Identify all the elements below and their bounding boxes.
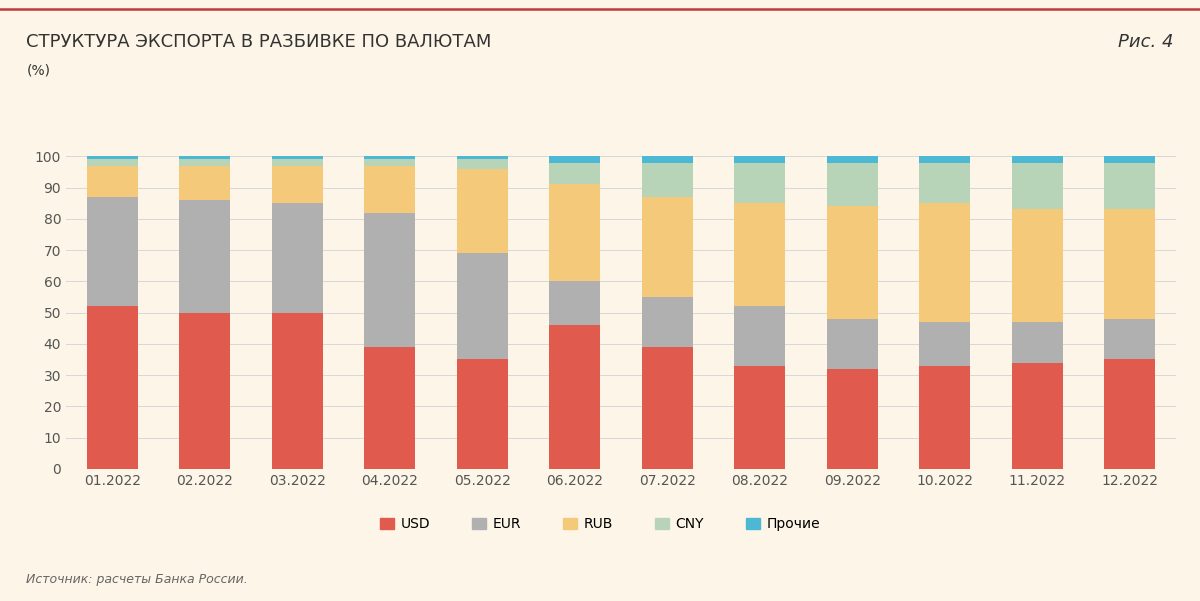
Bar (550, 162, 600, 185)
Bar (457, 156, 508, 159)
Text: (%): (%) (26, 63, 50, 77)
Bar (272, 313, 323, 469)
Bar (642, 197, 692, 297)
Bar (1012, 156, 1063, 162)
Bar (919, 322, 970, 365)
Bar (457, 169, 508, 253)
Bar (1104, 162, 1156, 209)
Bar (827, 156, 877, 162)
Bar (734, 307, 785, 365)
Bar (86, 307, 138, 469)
Bar (272, 159, 323, 166)
Bar (642, 156, 692, 162)
Bar (86, 156, 138, 159)
Bar (827, 369, 877, 469)
Bar (272, 166, 323, 203)
Text: Источник: расчеты Банка России.: Источник: расчеты Банка России. (26, 573, 248, 586)
Bar (179, 159, 230, 166)
Bar (365, 156, 415, 159)
Bar (86, 197, 138, 307)
Bar (365, 159, 415, 166)
Bar (827, 319, 877, 369)
Bar (365, 166, 415, 213)
Bar (1104, 359, 1156, 469)
Bar (919, 365, 970, 469)
Bar (457, 253, 508, 359)
Bar (919, 156, 970, 162)
Bar (179, 313, 230, 469)
Bar (734, 203, 785, 307)
Bar (365, 347, 415, 469)
Bar (642, 297, 692, 347)
Bar (457, 159, 508, 169)
Bar (179, 156, 230, 159)
Bar (827, 162, 877, 206)
Bar (550, 156, 600, 162)
Bar (1012, 322, 1063, 362)
Bar (86, 159, 138, 166)
Bar (734, 365, 785, 469)
Bar (642, 162, 692, 197)
Bar (1104, 319, 1156, 359)
Bar (272, 156, 323, 159)
Bar (365, 213, 415, 347)
Bar (734, 162, 785, 203)
Bar (86, 166, 138, 197)
Legend: USD, EUR, RUB, CNY, Прочие: USD, EUR, RUB, CNY, Прочие (374, 512, 826, 537)
Bar (1012, 209, 1063, 322)
Text: Рис. 4: Рис. 4 (1118, 33, 1174, 51)
Bar (179, 200, 230, 313)
Bar (1012, 162, 1063, 209)
Bar (1104, 156, 1156, 162)
Bar (457, 359, 508, 469)
Bar (642, 347, 692, 469)
Bar (919, 203, 970, 322)
Bar (919, 162, 970, 203)
Bar (734, 156, 785, 162)
Bar (550, 185, 600, 281)
Bar (550, 325, 600, 469)
Bar (1104, 209, 1156, 319)
Text: СТРУКТУРА ЭКСПОРТА В РАЗБИВКЕ ПО ВАЛЮТАМ: СТРУКТУРА ЭКСПОРТА В РАЗБИВКЕ ПО ВАЛЮТАМ (26, 33, 492, 51)
Bar (272, 203, 323, 313)
Bar (179, 166, 230, 200)
Bar (1012, 362, 1063, 469)
Bar (550, 281, 600, 325)
Bar (827, 206, 877, 319)
